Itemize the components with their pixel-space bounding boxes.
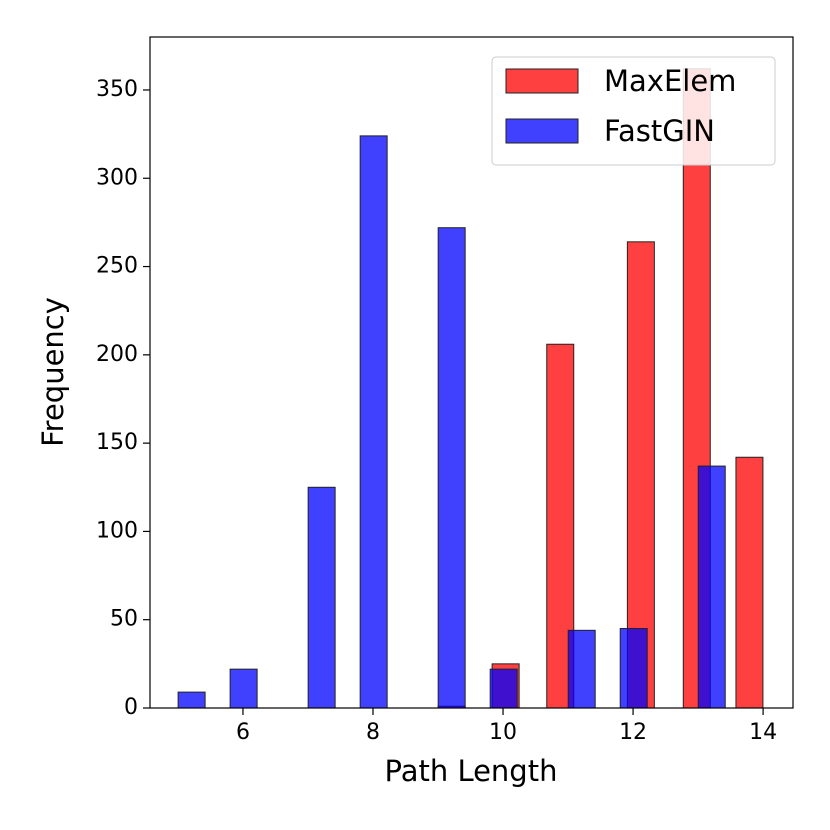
y-tick-label: 350 [96,77,138,102]
bar [619,628,648,709]
y-tick-label: 300 [96,165,138,190]
x-tick-label: 6 [236,720,250,745]
y-tick-label: 0 [124,695,138,720]
x-tick-label: 8 [366,720,380,745]
bar [697,465,726,709]
bar [567,629,596,709]
bar [177,691,206,709]
bar [359,135,388,709]
y-axis-label: Frequency [36,297,70,447]
legend-label: MaxElem [604,64,736,98]
y-tick-label: 100 [96,518,138,543]
legend-swatch [505,68,579,94]
bar [307,486,336,709]
legend-swatch [505,118,579,144]
plot-frame [149,36,794,709]
bar [489,668,518,709]
bar [229,668,258,709]
x-tick-label: 12 [619,720,647,745]
y-tick-label: 200 [96,342,138,367]
x-axis-label: Path Length [385,754,558,788]
y-tick-label: 150 [96,430,138,455]
bar [735,456,764,709]
x-tick-label: 10 [489,720,517,745]
bar [437,227,466,709]
legend-label: FastGIN [604,114,715,148]
x-tick-label: 14 [749,720,777,745]
y-tick-label: 250 [96,254,138,279]
y-tick-label: 50 [110,607,138,632]
